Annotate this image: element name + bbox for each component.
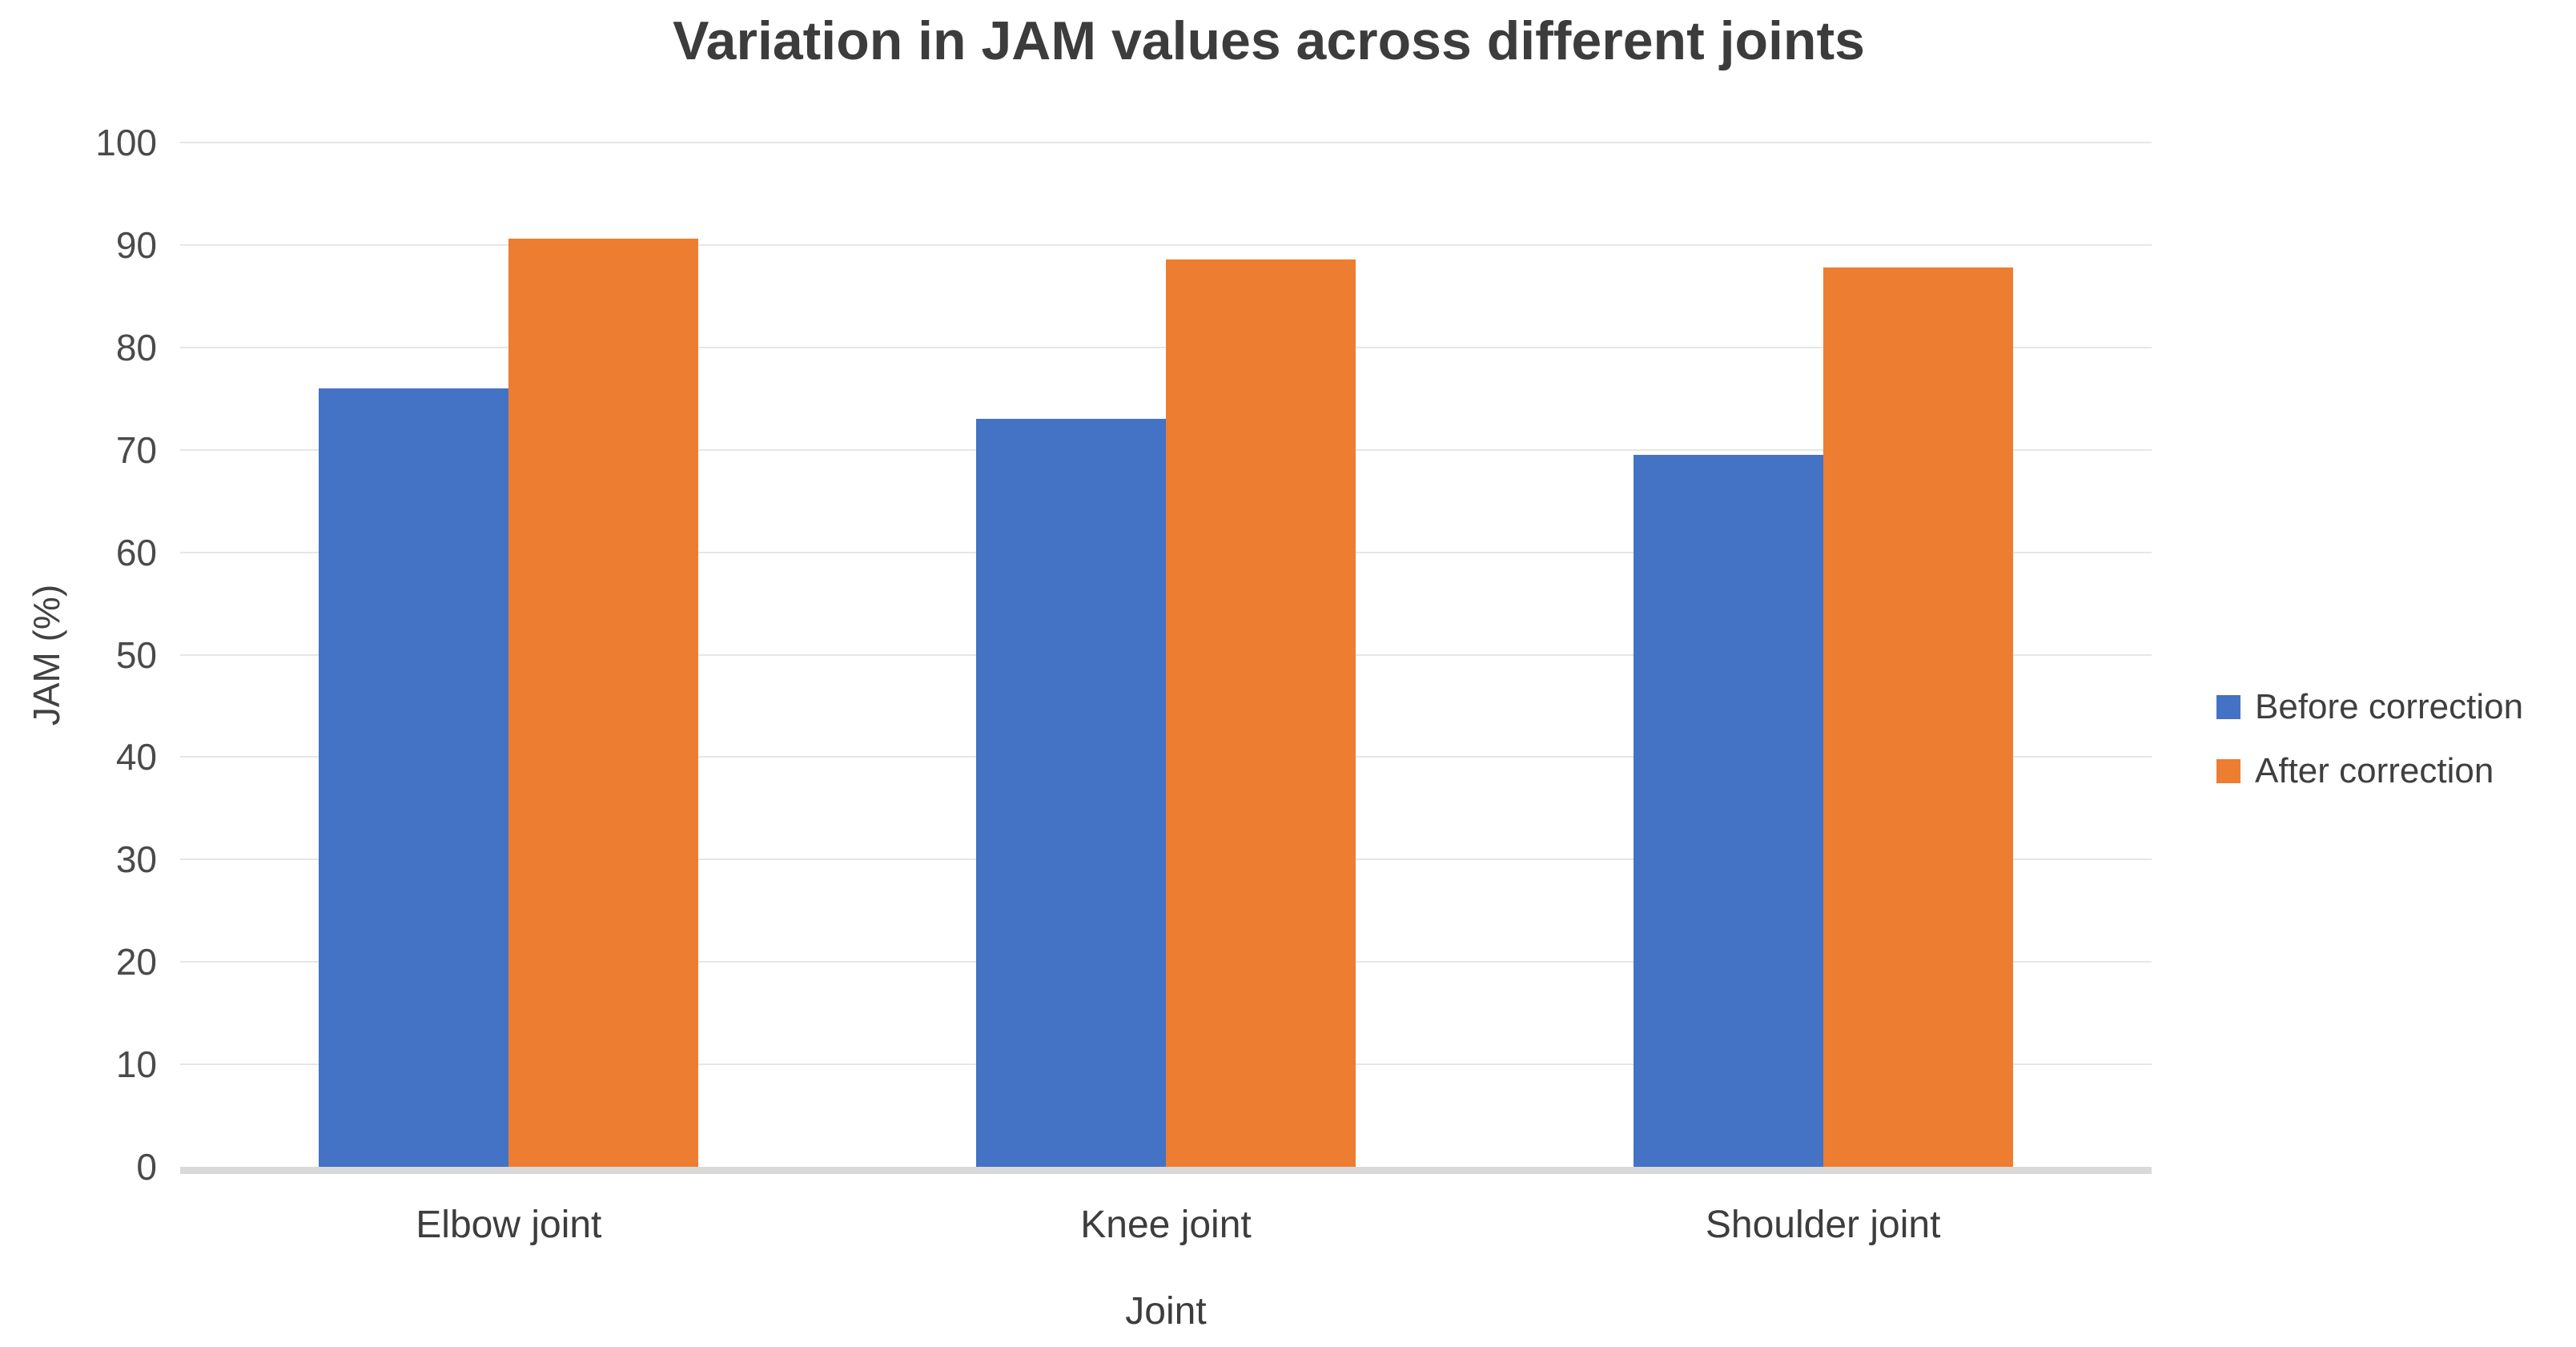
bar-knee-joint-before-correction xyxy=(976,419,1166,1167)
y-tick-label-40: 40 xyxy=(115,736,157,778)
y-tick-label-0: 0 xyxy=(136,1146,157,1188)
x-tick-label-shoulder-joint: Shoulder joint xyxy=(1705,1204,1941,1246)
legend: Before correction After correction xyxy=(2216,686,2523,814)
x-axis-tick-labels: Elbow joint Knee joint Shoulder joint xyxy=(180,1203,2152,1251)
x-tick-label-knee-joint: Knee joint xyxy=(1080,1204,1252,1246)
x-axis-line xyxy=(180,1167,2152,1174)
y-tick-label-20: 20 xyxy=(115,941,157,983)
gridline-90 xyxy=(180,243,2152,246)
gridline-100 xyxy=(180,142,2152,143)
bar-elbow-joint-before-correction xyxy=(319,388,509,1167)
bar-knee-joint-after-correction xyxy=(1166,259,1356,1167)
legend-swatch-icon xyxy=(2216,759,2240,783)
y-tick-label-60: 60 xyxy=(115,531,157,573)
chart-title: Variation in JAM values across different… xyxy=(673,10,1865,71)
legend-swatch-icon xyxy=(2216,695,2240,719)
plot-area xyxy=(180,142,2152,1174)
y-tick-label-10: 10 xyxy=(115,1043,157,1086)
x-tick-label-elbow-joint: Elbow joint xyxy=(416,1204,602,1246)
legend-item-before-correction: Before correction xyxy=(2216,686,2523,729)
y-axis-tick-labels: 0 10 20 30 40 50 60 70 80 90 100 xyxy=(0,122,157,1188)
bar-shoulder-joint-after-correction xyxy=(1822,267,2013,1167)
y-tick-label-30: 30 xyxy=(115,838,157,881)
legend-label: After correction xyxy=(2255,751,2494,790)
x-axis-title: Joint xyxy=(1125,1290,1207,1333)
y-tick-label-90: 90 xyxy=(115,223,157,266)
bar-shoulder-joint-before-correction xyxy=(1633,455,1823,1167)
y-tick-label-80: 80 xyxy=(115,326,157,368)
bar-elbow-joint-after-correction xyxy=(508,239,699,1167)
y-tick-label-70: 70 xyxy=(115,428,157,471)
y-tick-label-50: 50 xyxy=(115,633,157,676)
legend-item-after-correction: After correction xyxy=(2216,750,2523,793)
y-axis-title: JAM (%) xyxy=(26,584,67,726)
y-tick-label-100: 100 xyxy=(95,122,157,163)
legend-label: Before correction xyxy=(2255,687,2524,726)
